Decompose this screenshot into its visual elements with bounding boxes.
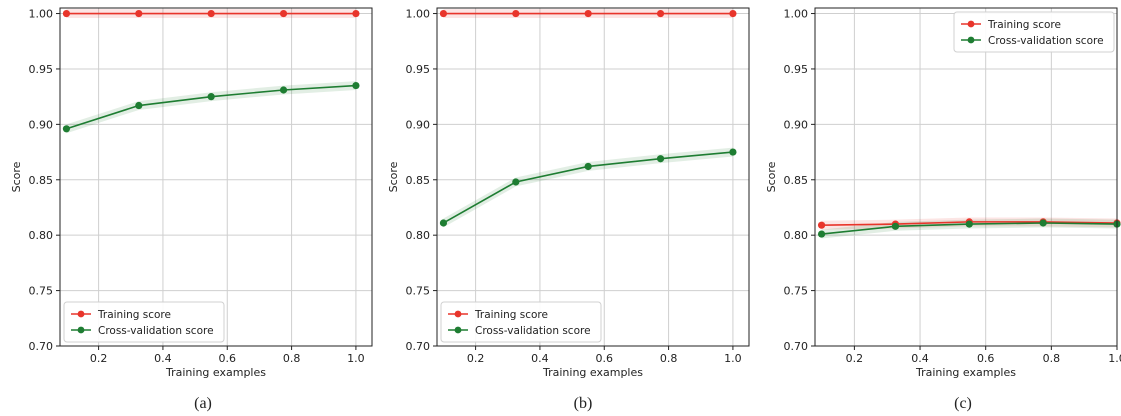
subfigure-caption: (c) (954, 395, 972, 412)
y-tick-label: 0.75 (406, 285, 431, 298)
y-axis-label: Score (765, 161, 778, 192)
series-point-0 (135, 9, 143, 18)
series-point-0 (62, 9, 71, 18)
series-point-1 (279, 86, 288, 94)
axes-frame (436, 7, 750, 347)
x-axis-label: Training examples (165, 366, 266, 379)
y-tick-label: 0.70 (784, 340, 809, 353)
y-tick-label: 0.75 (784, 285, 809, 298)
series-point-1 (1039, 219, 1047, 227)
y-tick-label: 0.80 (29, 229, 54, 242)
legend-marker-0 (77, 310, 85, 318)
legend-box (953, 11, 1115, 53)
x-tick-label: 0.8 (1043, 352, 1061, 365)
series-point-0 (729, 9, 737, 18)
series-point-1 (207, 93, 215, 101)
x-tick-label: 0.4 (154, 352, 172, 365)
x-tick-label: 0.2 (90, 352, 108, 365)
y-tick-label: 0.95 (29, 63, 54, 76)
x-tick-label: 0.2 (846, 352, 864, 365)
chart-panel-a: 0.2 0.4 0.6 0.8 1.0 0.70 0.75 0.80 0.85 0.90 0.95 1… (10, 7, 373, 412)
series-point-0 (817, 221, 826, 229)
series-point-1 (135, 101, 143, 110)
legend-marker-0 (967, 20, 975, 28)
axes-frame (814, 7, 1118, 347)
legend-label-1: Cross-validation score (475, 325, 591, 337)
series-point-1 (965, 220, 973, 228)
series-point-0 (439, 9, 448, 18)
y-tick-label: 0.80 (406, 229, 431, 242)
y-tick-label: 1.00 (406, 8, 431, 21)
x-tick-label: 0.4 (531, 352, 549, 365)
y-tick-label: 0.80 (784, 229, 809, 242)
legend-label-0: Training score (97, 309, 171, 321)
legend-marker-0 (454, 310, 462, 318)
x-axis-label: Training examples (915, 366, 1016, 379)
y-tick-label: 0.95 (406, 63, 431, 76)
y-tick-label: 0.75 (29, 285, 54, 298)
y-axis-label: Score (10, 161, 23, 192)
x-tick-label: 1.0 (347, 352, 365, 365)
series-point-0 (207, 9, 215, 18)
series-point-1 (512, 178, 520, 186)
legend-marker-1 (454, 326, 462, 334)
x-tick-label: 1.0 (724, 352, 742, 365)
legend: Training score Cross-validation score (63, 301, 225, 343)
x-tick-label: 0.8 (283, 352, 301, 365)
legend-label-1: Cross-validation score (988, 35, 1104, 47)
y-tick-label: 1.00 (29, 8, 54, 21)
x-tick-label: 0.6 (596, 352, 614, 365)
axes-frame (59, 7, 373, 347)
y-tick-label: 0.70 (29, 340, 54, 353)
legend-box (440, 301, 602, 343)
legend-label-0: Training score (474, 309, 548, 321)
legend-label-0: Training score (987, 19, 1061, 31)
x-tick-label: 0.6 (219, 352, 237, 365)
subfigure-caption: (a) (194, 395, 212, 412)
y-tick-label: 0.85 (29, 174, 54, 187)
series-point-0 (584, 9, 592, 18)
y-tick-label: 0.85 (406, 174, 431, 187)
series-point-1 (584, 162, 592, 171)
x-tick-label: 0.4 (911, 352, 929, 365)
legend-label-1: Cross-validation score (98, 325, 214, 337)
subfigure-caption: (b) (574, 395, 593, 412)
y-tick-label: 0.90 (406, 118, 431, 131)
series-point-1 (891, 222, 900, 230)
series-point-1 (352, 81, 360, 90)
y-tick-label: 0.70 (406, 340, 431, 353)
y-tick-label: 1.00 (784, 8, 809, 21)
chart-panel-c: 0.2 0.4 0.6 0.8 1.0 0.70 0.75 0.80 0.85 0.90 0.95 1… (765, 7, 1121, 412)
chart-panel-b: 0.2 0.4 0.6 0.8 1.0 0.70 0.75 0.80 0.85 0.90 0.95 1… (387, 7, 750, 412)
y-tick-label: 0.85 (784, 174, 809, 187)
y-axis-label: Score (387, 161, 400, 192)
series-point-1 (817, 230, 826, 238)
y-tick-label: 0.90 (784, 118, 809, 131)
series-point-0 (656, 9, 665, 18)
series-point-1 (62, 125, 71, 133)
y-tick-label: 0.90 (29, 118, 54, 131)
legend-marker-1 (967, 36, 975, 44)
x-tick-label: 0.8 (660, 352, 678, 365)
series-point-1 (439, 219, 448, 227)
series-band-1 (66, 81, 356, 134)
series-band-1 (443, 147, 733, 228)
legend: Training score Cross-validation score (440, 301, 602, 343)
legend-marker-1 (77, 326, 85, 334)
series-point-0 (512, 9, 520, 18)
x-tick-label: 1.0 (1108, 352, 1121, 365)
series-point-0 (279, 9, 288, 18)
x-tick-label: 0.6 (977, 352, 995, 365)
series-point-1 (729, 148, 737, 156)
y-tick-label: 0.95 (784, 63, 809, 76)
series-point-1 (656, 155, 665, 163)
series-point-0 (352, 9, 360, 18)
x-tick-label: 0.2 (467, 352, 485, 365)
x-axis-label: Training examples (542, 366, 643, 379)
legend: Training score Cross-validation score (953, 11, 1115, 53)
legend-box (63, 301, 225, 343)
